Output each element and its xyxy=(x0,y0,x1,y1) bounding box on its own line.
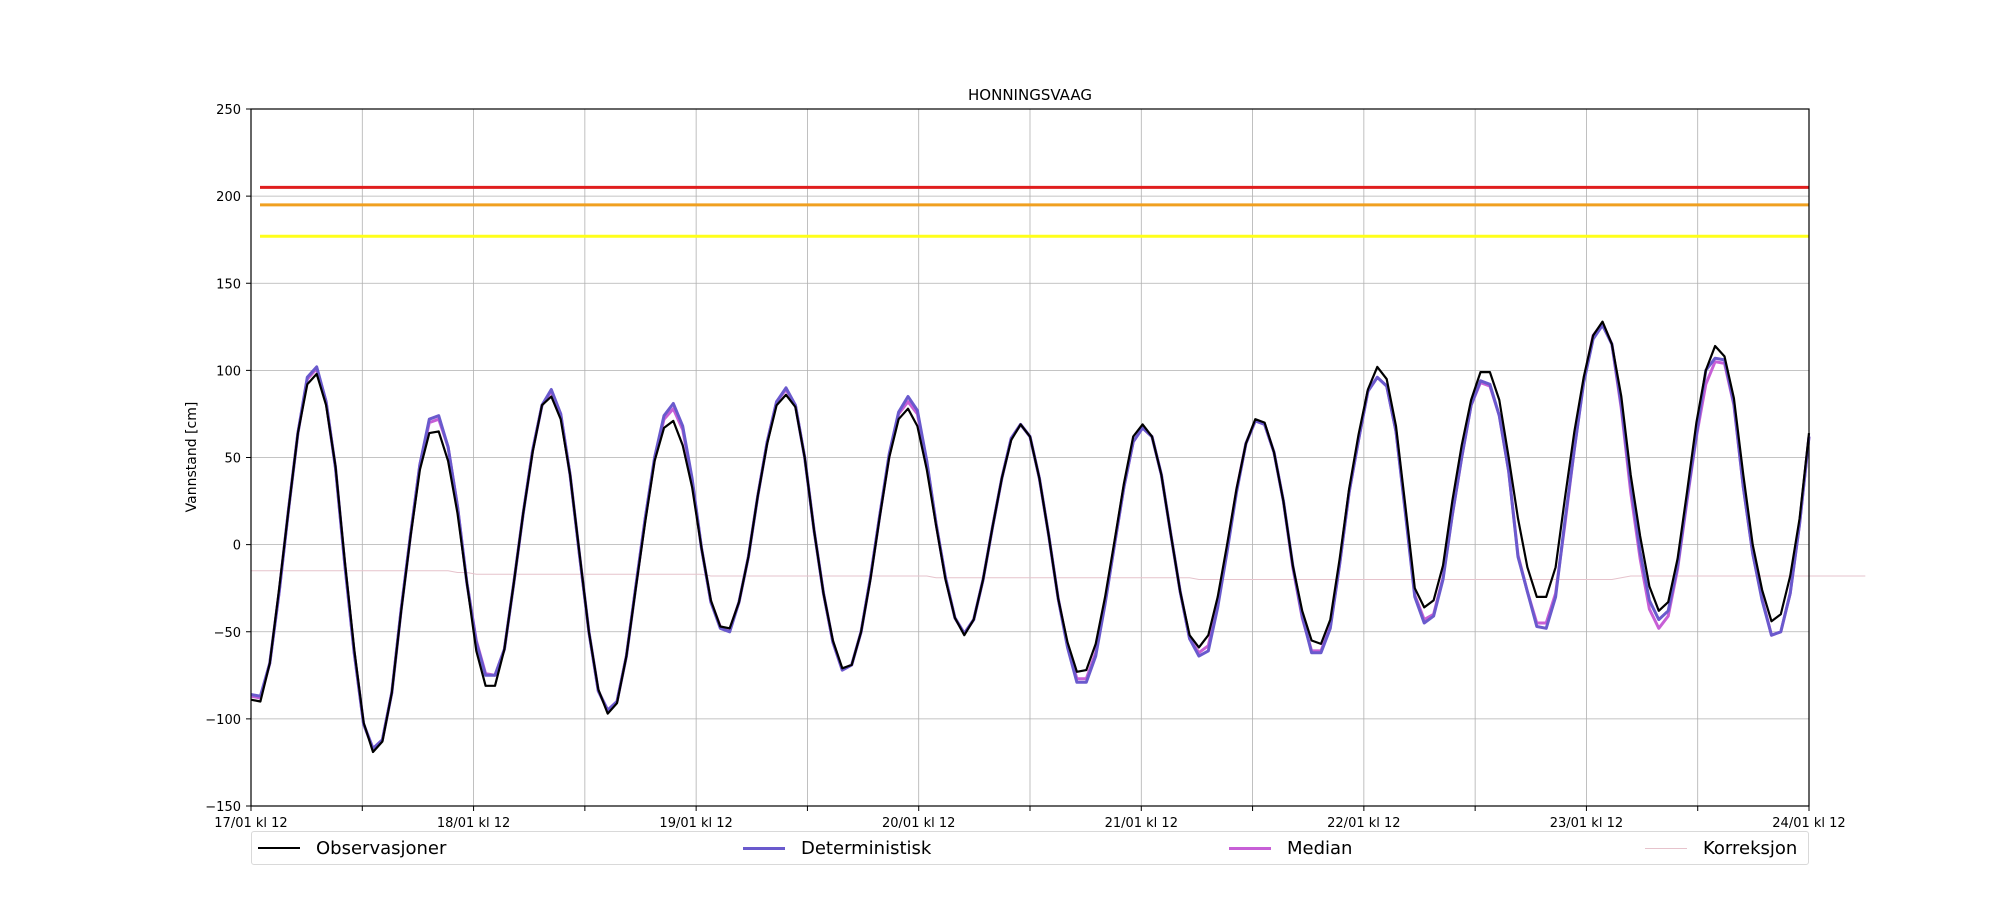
legend-swatch-observasjoner xyxy=(258,847,300,849)
x-tick-label: 20/01 kl 12 xyxy=(882,816,955,831)
legend-swatch-deterministisk xyxy=(743,846,785,850)
chart-title: HONNINGSVAAG xyxy=(968,86,1092,104)
legend-item-observasjoner: Observasjoner xyxy=(258,832,446,864)
legend-label-median: Median xyxy=(1287,837,1353,859)
x-tick-label: 17/01 kl 12 xyxy=(214,816,287,831)
legend-label-korreksjon: Korreksjon xyxy=(1703,837,1798,859)
y-tick-label: −50 xyxy=(214,626,241,641)
series-lines xyxy=(250,320,1866,754)
legend-item-deterministisk: Deterministisk xyxy=(743,832,931,864)
legend-swatch-median xyxy=(1229,846,1271,850)
y-axis-label: Vannstand [cm] xyxy=(184,402,200,513)
y-tick-label: 100 xyxy=(216,364,241,379)
y-tick-label: 200 xyxy=(216,190,241,205)
legend: Observasjoner Deterministisk Median Korr… xyxy=(251,831,1809,865)
x-tick-label: 23/01 kl 12 xyxy=(1550,816,1623,831)
legend-label-observasjoner: Observasjoner xyxy=(316,837,447,859)
grid-lines xyxy=(251,109,1809,806)
y-tick-label: −100 xyxy=(205,713,241,728)
legend-label-deterministisk: Deterministisk xyxy=(801,837,932,859)
y-tick-label: 250 xyxy=(216,103,241,118)
legend-item-median: Median xyxy=(1229,832,1352,864)
axis-ticks: 17/01 kl 12 18/01 kl 12 19/01 kl 12 20/01 k… xyxy=(205,103,1845,831)
x-tick-label: 24/01 kl 12 xyxy=(1772,816,1845,831)
y-tick-label: 50 xyxy=(224,452,241,467)
x-tick-label: 21/01 kl 12 xyxy=(1105,816,1178,831)
x-tick-label: 19/01 kl 12 xyxy=(659,816,732,831)
y-tick-label: 150 xyxy=(216,277,241,292)
x-tick-label: 18/01 kl 12 xyxy=(437,816,510,831)
y-tick-label: −150 xyxy=(205,800,241,815)
series-line-observasjoner xyxy=(250,320,1811,754)
series-line-korreksjon xyxy=(251,570,1866,580)
x-tick-label: 22/01 kl 12 xyxy=(1327,816,1400,831)
y-tick-label: 0 xyxy=(233,539,241,554)
legend-item-korreksjon: Korreksjon xyxy=(1645,832,1797,864)
legend-swatch-korreksjon xyxy=(1645,847,1687,849)
threshold-lines xyxy=(260,185,1809,238)
